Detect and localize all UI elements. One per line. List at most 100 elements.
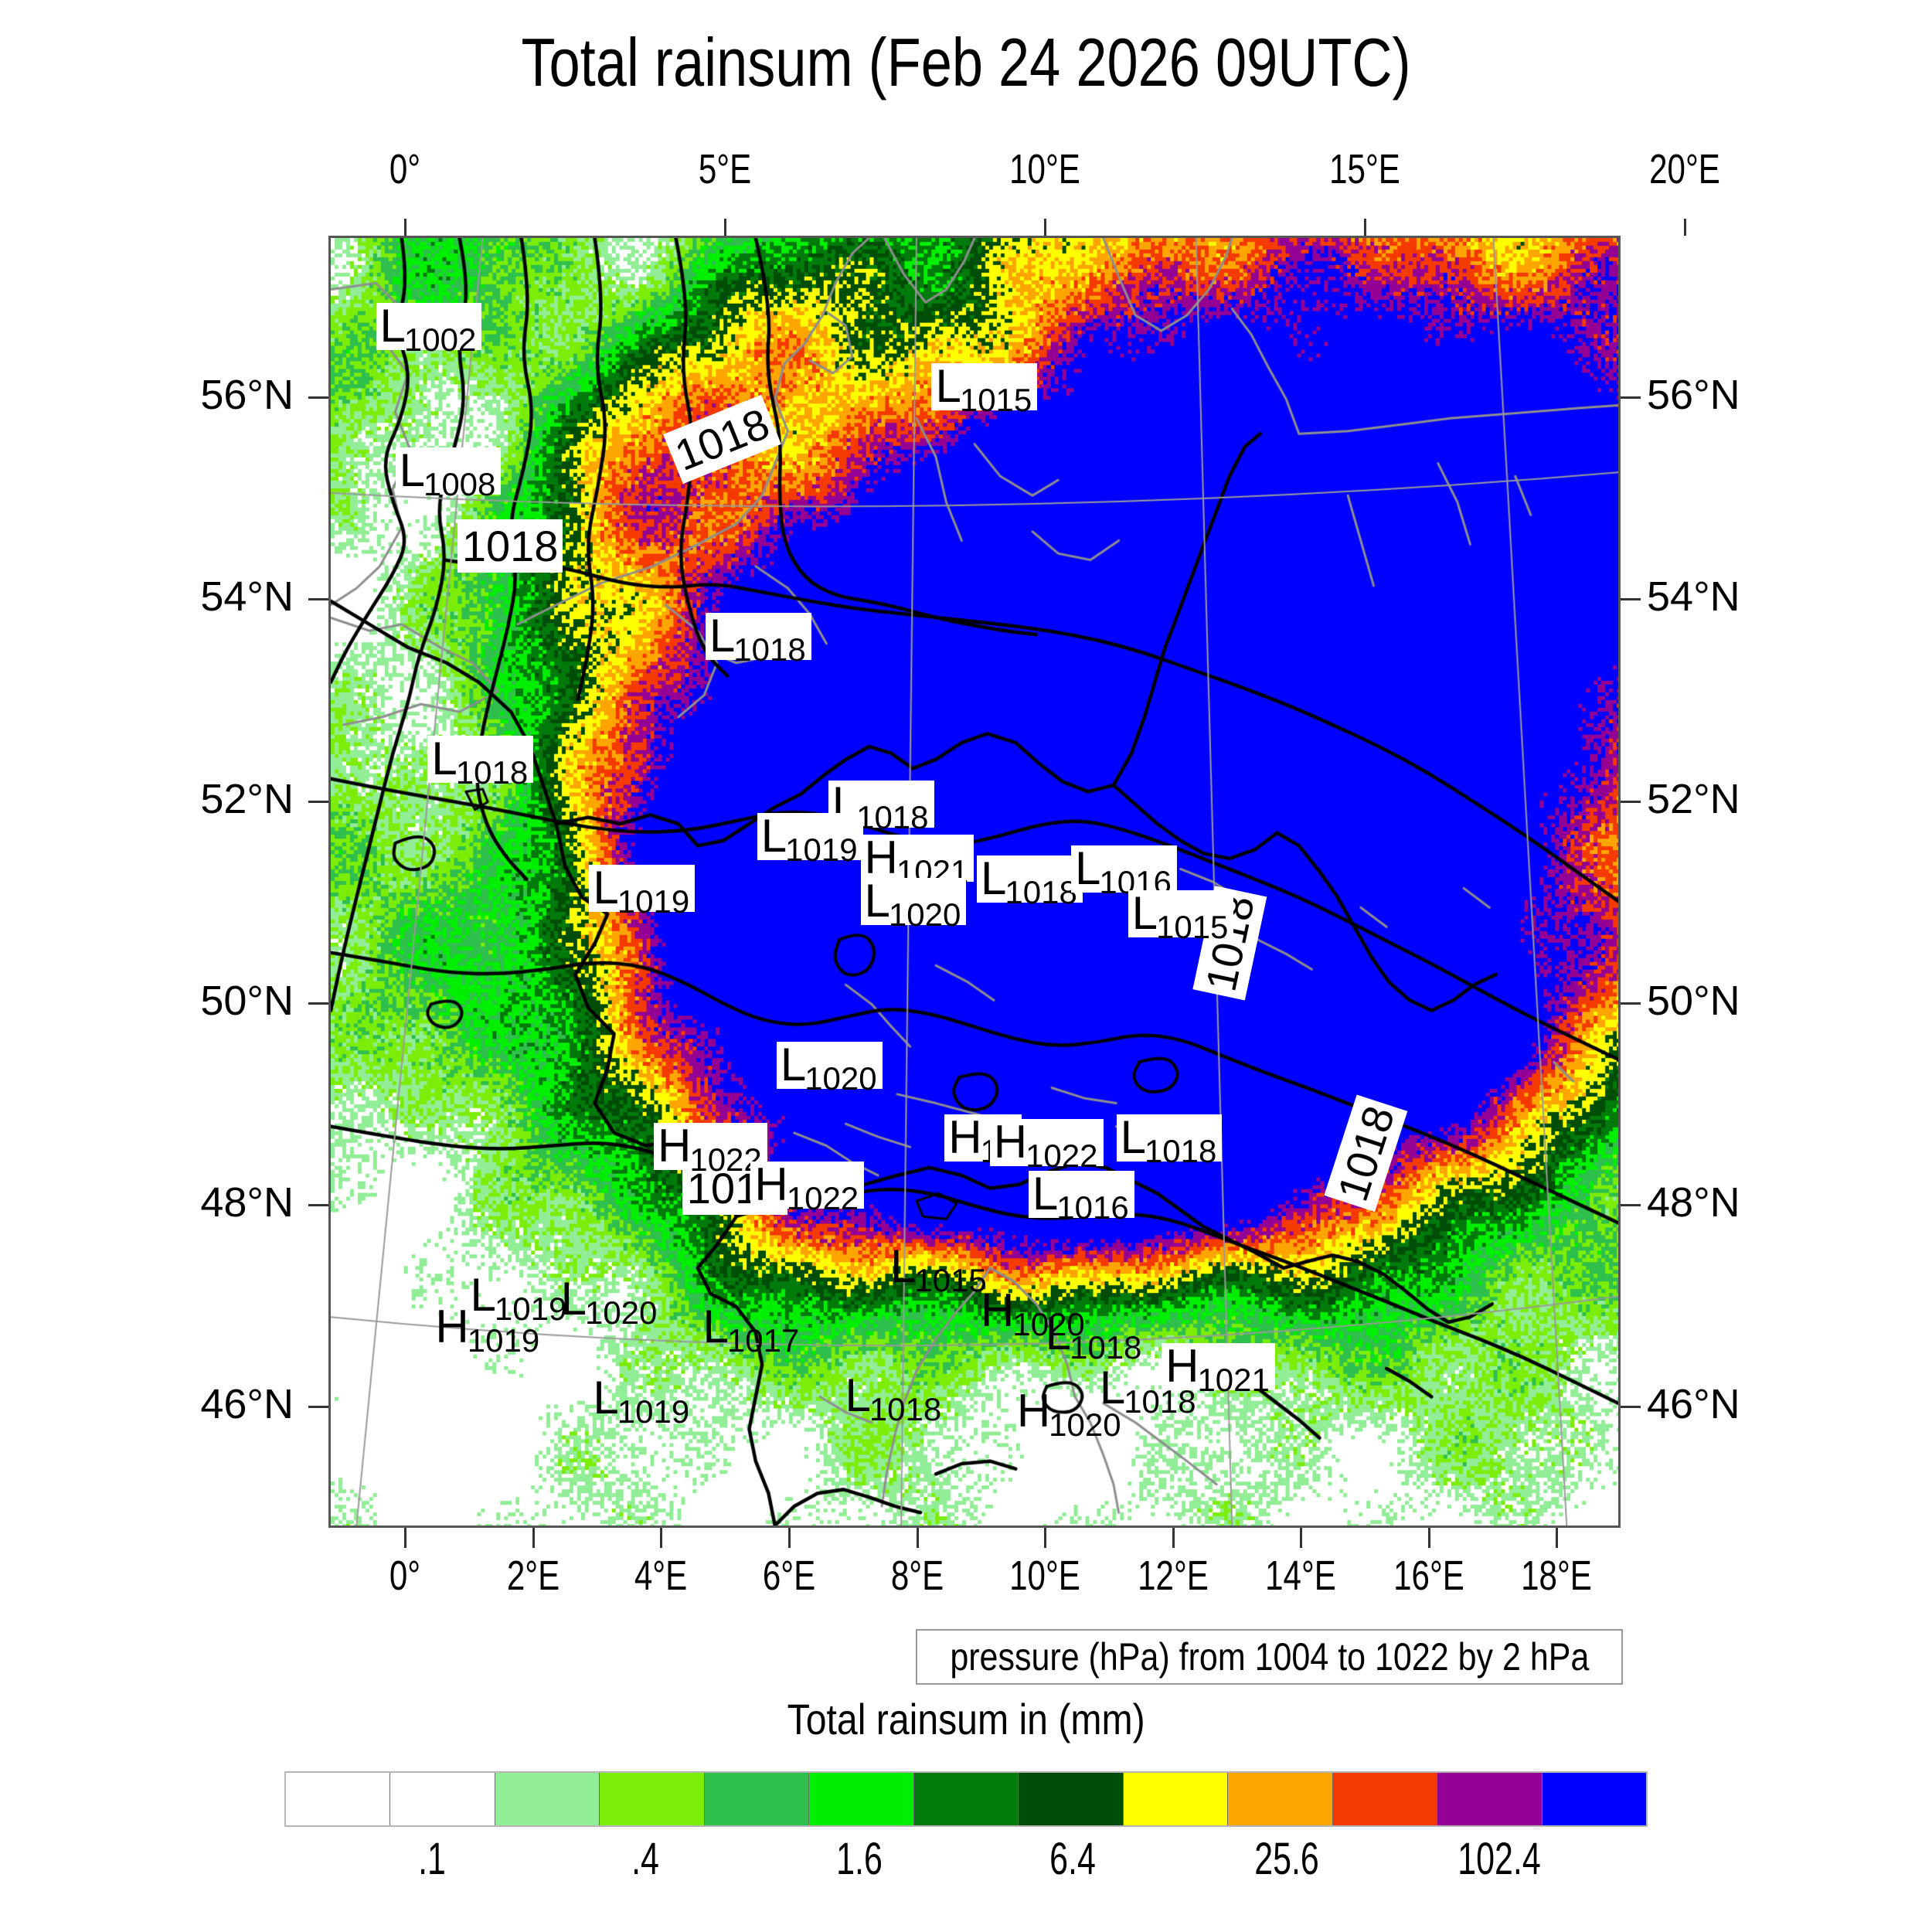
pressure-center-label: L1017 bbox=[699, 1301, 805, 1357]
colorbar-segment-2[interactable] bbox=[495, 1773, 600, 1825]
pressure-type-glyph: L bbox=[593, 1372, 619, 1424]
colorbar-segment-3[interactable] bbox=[600, 1773, 705, 1825]
pressure-type-glyph: H bbox=[981, 1284, 1015, 1336]
lon-label-bottom: 16°E bbox=[1393, 1553, 1464, 1599]
pressure-value: 1018 bbox=[1069, 1328, 1142, 1366]
pressure-value: 1022 bbox=[1026, 1138, 1098, 1175]
pressure-type-glyph: H bbox=[1016, 1385, 1051, 1437]
pressure-type-glyph: L bbox=[379, 299, 406, 352]
pressure-center-label: L1018 bbox=[427, 735, 534, 788]
pressure-value: 1020 bbox=[584, 1294, 658, 1331]
pressure-type-glyph: L bbox=[399, 444, 425, 496]
lon-label-bottom: 8°E bbox=[890, 1553, 944, 1599]
colorbar[interactable] bbox=[284, 1771, 1648, 1827]
colorbar-segment-12[interactable] bbox=[1542, 1773, 1647, 1825]
pressure-value: 1019 bbox=[785, 832, 858, 869]
pressure-value: 1018 bbox=[455, 753, 529, 791]
lat-label-left: 54°N bbox=[200, 573, 294, 621]
lon-label-top: 5°E bbox=[699, 146, 752, 192]
pressure-type-glyph: L bbox=[845, 1369, 871, 1422]
pressure-type-glyph: H bbox=[1165, 1339, 1199, 1392]
pressure-value: 1016 bbox=[1056, 1189, 1129, 1226]
colorbar-label: 6.4 bbox=[1049, 1834, 1096, 1884]
axis-tick bbox=[404, 219, 407, 236]
axis-tick bbox=[1556, 1528, 1559, 1548]
map-frame[interactable]: L1002 L1008 L1015 L1018 L1018 L1018 L1019 H1021… bbox=[328, 236, 1621, 1528]
colorbar-segment-8[interactable] bbox=[1123, 1773, 1229, 1825]
colorbar-segment-0[interactable] bbox=[286, 1773, 391, 1825]
lat-label-right: 54°N bbox=[1647, 573, 1740, 621]
page-title: Total rainsum (Feb 24 2026 09UTC) bbox=[521, 24, 1411, 100]
pressure-center-label: H1022 bbox=[654, 1123, 767, 1176]
axis-tick bbox=[308, 1204, 328, 1206]
pressure-center-label: H1021 bbox=[860, 832, 975, 888]
colorbar-caption: Total rainsum in (mm) bbox=[0, 1694, 1932, 1744]
colorbar-caption-text: Total rainsum in (mm) bbox=[787, 1695, 1145, 1743]
pressure-center-label: L1019 bbox=[589, 1372, 695, 1428]
colorbar-tick-labels: .1 .4 1.6 6.4 25.6 102.4 bbox=[284, 1833, 1648, 1895]
precipitation-map-canvas[interactable] bbox=[331, 238, 1618, 1526]
pressure-center-label: L1016 bbox=[1028, 1168, 1134, 1224]
pressure-type-glyph: L bbox=[702, 1301, 729, 1353]
lat-label-left: 52°N bbox=[200, 775, 294, 822]
pressure-note-text: pressure (hPa) from 1004 to 1022 by 2 hP… bbox=[949, 1635, 1590, 1679]
lat-label-left: 46°N bbox=[200, 1381, 294, 1428]
pressure-center-label: H1022 bbox=[989, 1119, 1104, 1172]
pressure-center-label: H1019 bbox=[431, 1304, 545, 1357]
pressure-value: 1008 bbox=[423, 465, 496, 502]
lat-label-right: 56°N bbox=[1647, 372, 1740, 418]
lon-label-top: 10°E bbox=[1009, 146, 1080, 192]
pressure-center-label: L1020 bbox=[860, 877, 967, 930]
pressure-center-label: L1015 bbox=[931, 363, 1038, 417]
colorbar-segment-10[interactable] bbox=[1332, 1773, 1438, 1825]
pressure-type-glyph: L bbox=[760, 810, 787, 862]
lon-label-top: 0° bbox=[389, 146, 421, 192]
isobar-value-label: 1018 bbox=[457, 519, 563, 573]
pressure-value: 1018 bbox=[1005, 874, 1077, 911]
pressure-value: 1019 bbox=[494, 1290, 567, 1327]
colorbar-segment-4[interactable] bbox=[704, 1773, 810, 1825]
pressure-value: 1021 bbox=[1197, 1361, 1270, 1398]
axis-tick bbox=[308, 396, 328, 399]
pressure-center-label: L1019 bbox=[467, 1271, 573, 1325]
lat-label-right: 52°N bbox=[1647, 775, 1740, 822]
pressure-type-glyph: L bbox=[1032, 1168, 1059, 1220]
pressure-type-glyph: L bbox=[560, 1272, 587, 1325]
lat-label-right: 48°N bbox=[1647, 1179, 1740, 1226]
pressure-center-label: L1015 bbox=[1128, 890, 1234, 944]
colorbar-label: .1 bbox=[417, 1834, 446, 1884]
pressure-center-label: L1018 bbox=[828, 781, 934, 834]
axis-tick bbox=[308, 1406, 328, 1409]
pressure-value: 1020 bbox=[1049, 1406, 1121, 1444]
axis-tick bbox=[1300, 1528, 1303, 1548]
lat-label-right: 46°N bbox=[1647, 1381, 1740, 1428]
colorbar-segment-9[interactable] bbox=[1228, 1773, 1333, 1825]
colorbar-segment-5[interactable] bbox=[809, 1773, 914, 1825]
axis-tick bbox=[532, 1528, 535, 1548]
lat-label-right: 50°N bbox=[1647, 977, 1740, 1024]
colorbar-segment-6[interactable] bbox=[913, 1773, 1019, 1825]
colorbar-segment-7[interactable] bbox=[1019, 1773, 1124, 1825]
pressure-value: 1022 bbox=[786, 1180, 859, 1217]
pressure-type-glyph: H bbox=[864, 832, 898, 884]
pressure-center-label: L1016 bbox=[1071, 845, 1177, 898]
axis-tick bbox=[308, 598, 328, 601]
pressure-value: 1022 bbox=[689, 1141, 762, 1179]
colorbar-segment-1[interactable] bbox=[390, 1773, 495, 1825]
axis-tick bbox=[1363, 219, 1366, 236]
lat-label-left: 50°N bbox=[200, 977, 294, 1024]
pressure-type-glyph: L bbox=[889, 1240, 917, 1292]
lon-label-bottom: 18°E bbox=[1521, 1553, 1593, 1599]
lat-label-left: 56°N bbox=[200, 372, 294, 418]
pressure-center-label: L1019 bbox=[589, 864, 696, 917]
colorbar-segment-11[interactable] bbox=[1437, 1773, 1543, 1825]
pressure-center-label: H1020 bbox=[1013, 1385, 1127, 1441]
lon-label-bottom: 10°E bbox=[1009, 1553, 1080, 1599]
axis-tick bbox=[404, 1528, 407, 1548]
pressure-note-box: pressure (hPa) from 1004 to 1022 by 2 hP… bbox=[916, 1629, 1623, 1685]
lon-label-bottom: 0° bbox=[389, 1553, 421, 1599]
pressure-center-label: H1020 bbox=[977, 1284, 1090, 1340]
axis-tick bbox=[1621, 1406, 1641, 1409]
pressure-type-glyph: H bbox=[754, 1158, 788, 1211]
colorbar-label: .4 bbox=[631, 1834, 660, 1884]
